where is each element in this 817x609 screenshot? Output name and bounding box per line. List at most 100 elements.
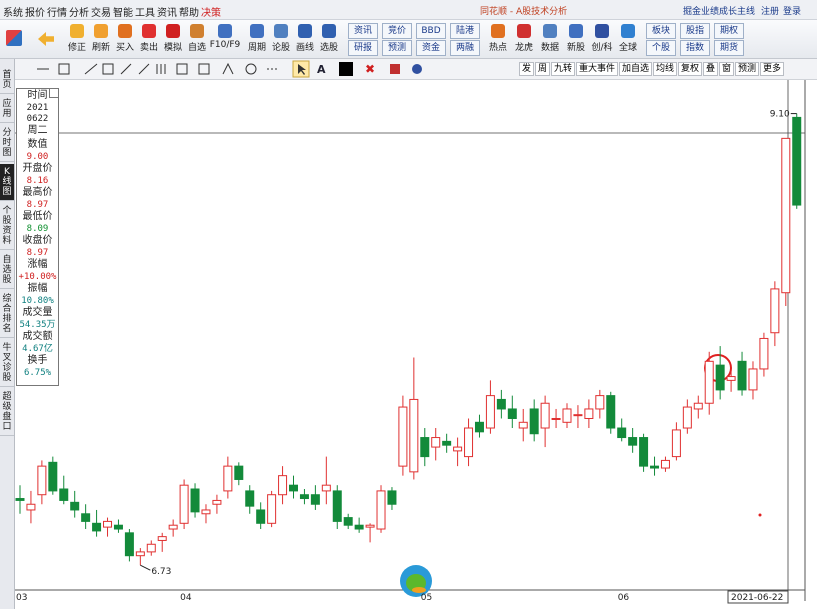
toolbar-button[interactable]: 自选 (184, 24, 210, 53)
menu-item[interactable]: 报价 (25, 4, 45, 19)
toolbar-link[interactable]: 期权 (714, 23, 744, 39)
side-tab[interactable]: 牛叉诊股 (0, 340, 14, 387)
button-icon (491, 24, 505, 38)
side-tab[interactable]: 首页 (0, 67, 14, 94)
button-label: F10/F9 (208, 40, 242, 50)
toolbar-link[interactable]: 研报 (348, 40, 378, 56)
chart-tab[interactable]: 更多 (760, 62, 784, 76)
toolbar-button[interactable]: 修正 (64, 24, 90, 53)
menu-item[interactable]: 交易 (91, 4, 111, 19)
top-link[interactable]: 登录 (783, 4, 801, 17)
candle-body (202, 510, 210, 514)
toolbar-button[interactable]: 模拟 (160, 24, 186, 53)
toolbar-link[interactable]: 指数 (680, 40, 710, 56)
toolbar-button[interactable]: F10/F9 (208, 24, 242, 50)
side-tab[interactable]: 综合排名 (0, 291, 14, 338)
chart-tab[interactable]: 九转 (551, 62, 575, 76)
toolbar-button[interactable]: 新股 (564, 24, 588, 53)
menu-item[interactable]: 决策 (201, 4, 221, 19)
menu-item[interactable]: 系统 (3, 4, 23, 19)
candle-body (519, 422, 527, 428)
toolbar-link[interactable]: 资金 (416, 40, 446, 56)
toolbar-link[interactable]: 资讯 (348, 23, 378, 39)
toolbar-link[interactable]: 板块 (646, 23, 676, 39)
chart-tab[interactable]: 叠 (703, 62, 718, 76)
candle-body (366, 525, 374, 527)
low-label: 6.73 (151, 567, 171, 577)
candle-body (738, 361, 746, 390)
info-value: 10.80% (17, 295, 58, 307)
chart-tab[interactable]: 复权 (678, 62, 702, 76)
button-label: 龙虎 (512, 40, 536, 53)
candle-body (279, 476, 287, 495)
toolbar-button[interactable]: 论股 (268, 24, 294, 53)
side-tab[interactable]: 自选股 (0, 252, 14, 289)
toolbar-link[interactable]: 陆港 (450, 23, 480, 39)
side-tab[interactable]: 个股资料 (0, 203, 14, 250)
candle-body (629, 438, 637, 446)
menu-item[interactable]: 帮助 (179, 4, 199, 19)
chart-tab[interactable]: 加自选 (619, 62, 652, 76)
candle-body (290, 485, 298, 491)
toolbar-button[interactable]: 买入 (112, 24, 138, 53)
toolbar-button[interactable]: 数据 (538, 24, 562, 53)
chart-tab[interactable]: 发 (519, 62, 534, 76)
chart-tab[interactable]: 重大事件 (576, 62, 618, 76)
toolbar-button[interactable]: 卖出 (136, 24, 162, 53)
chart-tab[interactable]: 预测 (735, 62, 759, 76)
toolbar-button[interactable]: 选股 (316, 24, 342, 53)
button-label: 论股 (268, 40, 294, 53)
chart-tab[interactable]: 周 (535, 62, 550, 76)
candle-body (552, 418, 560, 419)
toolbar-link[interactable]: 竞价 (382, 23, 412, 39)
menu-item[interactable]: 分析 (69, 4, 89, 19)
menu-item[interactable]: 智能 (113, 4, 133, 19)
x-tick-label: 06 (618, 593, 630, 603)
menu-bar: 系统报价行情分析交易智能工具资讯帮助决策同花顺 - A股技术分析掘金业绩成长主线… (0, 0, 817, 20)
info-value: 8.97 (17, 247, 58, 259)
toolbar-link[interactable]: 期货 (714, 40, 744, 56)
side-tab[interactable]: 分时图 (0, 125, 14, 162)
side-tab[interactable]: 超级盘口 (0, 389, 14, 436)
candle-body (607, 396, 615, 428)
menu-item[interactable]: 工具 (135, 4, 155, 19)
toolbar-link[interactable]: BBD (416, 23, 446, 39)
candle-body (114, 525, 122, 529)
chart-tab[interactable]: 窗 (719, 62, 734, 76)
top-link[interactable]: 掘金业绩成长主线 (683, 4, 755, 17)
top-link[interactable]: 注册 (761, 4, 779, 17)
side-tab[interactable]: K线图 (0, 164, 14, 201)
chart-tab[interactable]: 均线 (653, 62, 677, 76)
candle-body (727, 377, 735, 381)
toolbar-button[interactable]: 画线 (292, 24, 318, 53)
button-label: 热点 (486, 40, 510, 53)
toolbar-button[interactable]: 热点 (486, 24, 510, 53)
candle-body (257, 510, 265, 523)
toolbar-link[interactable]: 股指 (680, 23, 710, 39)
toolbar-button[interactable]: 全球 (616, 24, 640, 53)
candle-body (508, 409, 516, 419)
candle-body (377, 491, 385, 529)
info-label: 最低价 (17, 211, 58, 223)
candle-body (694, 403, 702, 409)
button-label: 刷新 (88, 40, 114, 53)
button-icon (218, 24, 232, 38)
toolbar-link[interactable]: 个股 (646, 40, 676, 56)
toolbar-button[interactable]: 龙虎 (512, 24, 536, 53)
button-label: 修正 (64, 40, 90, 53)
button-icon (166, 24, 180, 38)
toolbar-button[interactable]: 周期 (244, 24, 270, 53)
toolbar-button[interactable]: 刷新 (88, 24, 114, 53)
info-label: 成交额 (17, 331, 58, 343)
candle-body (38, 466, 46, 495)
toolbar-button[interactable]: 创/科 (590, 24, 614, 53)
candle-body (563, 409, 571, 422)
button-label: 卖出 (136, 40, 162, 53)
menu-item[interactable]: 资讯 (157, 4, 177, 19)
toolbar-link[interactable]: 预测 (382, 40, 412, 56)
side-tab[interactable]: 应用 (0, 96, 14, 123)
toolbar-link[interactable]: 两融 (450, 40, 480, 56)
candle-body (399, 407, 407, 466)
menu-item[interactable]: 行情 (47, 4, 67, 19)
candle-body (125, 533, 133, 556)
